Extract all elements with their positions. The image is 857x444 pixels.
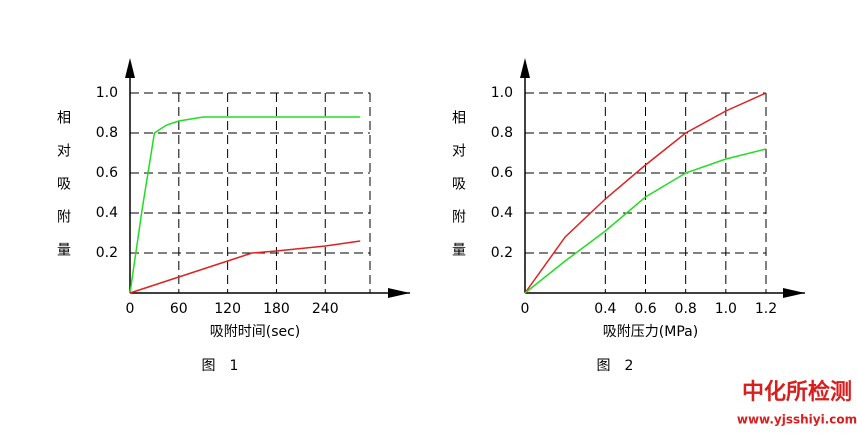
y-axis-label: 相对吸附量 (55, 110, 71, 275)
y-tick-label: 0.2 (491, 245, 513, 261)
x-axis-label: 吸附时间(sec) (210, 324, 301, 340)
data-line (524, 148, 767, 294)
data-line (129, 116, 361, 294)
x-tick-label: 60 (170, 301, 188, 317)
y-tick-label: 0.4 (96, 205, 118, 221)
x-tick-label: 120 (214, 301, 241, 317)
y-tick-label: 0.8 (491, 125, 513, 141)
y-tick-label: 0.2 (96, 245, 118, 261)
chart-caption: 图 1 (202, 358, 239, 374)
y-tick-label: 1.0 (491, 85, 513, 101)
x-tick-label: 0.4 (594, 301, 616, 317)
x-tick-label: 0.8 (675, 301, 697, 317)
chart-caption: 图 2 (597, 358, 634, 374)
y-tick-label: 0.4 (491, 205, 513, 221)
data-line (524, 92, 767, 294)
y-arrow (520, 58, 530, 78)
watermark-brand: 中化所检测 (742, 379, 852, 405)
y-tick-label: 0.6 (96, 165, 118, 181)
x-axis-label: 吸附压力(MPa) (603, 324, 698, 340)
x-tick-label: 180 (263, 301, 290, 317)
y-tick-label: 0.8 (96, 125, 118, 141)
watermark-url: www.yjsshiyi.com (737, 413, 857, 427)
x-arrow (783, 288, 805, 298)
data-line (129, 240, 361, 294)
x-tick-label: 240 (312, 301, 339, 317)
x-arrow (388, 288, 410, 298)
y-arrow (125, 58, 135, 78)
x-tick-label: 1.2 (755, 301, 777, 317)
x-tick-label: 0.6 (634, 301, 656, 317)
x-tick-label: 0 (521, 301, 530, 317)
y-tick-label: 1.0 (96, 85, 118, 101)
y-axis-label: 相对吸附量 (450, 110, 466, 275)
x-tick-label: 0 (126, 301, 135, 317)
x-tick-label: 1.0 (715, 301, 737, 317)
y-tick-label: 0.6 (491, 165, 513, 181)
